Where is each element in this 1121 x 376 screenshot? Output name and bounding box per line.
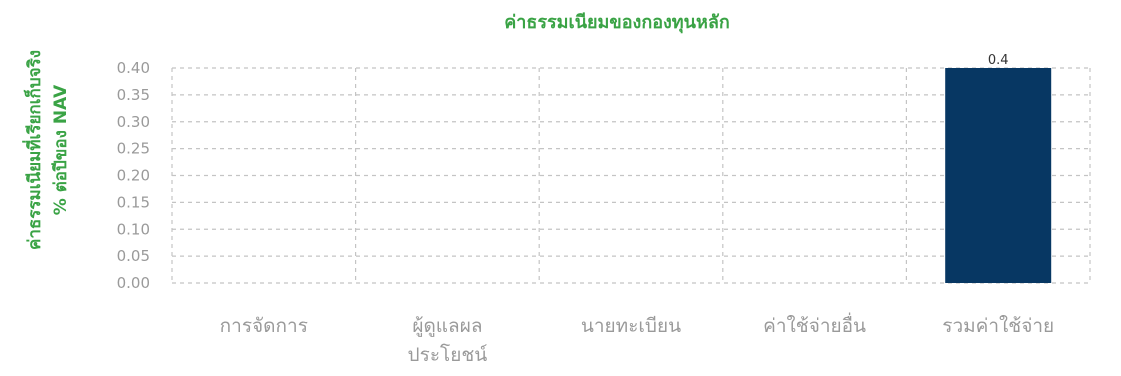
y-axis-label: ค่าธรรมเนียมที่เรียกเก็บจริง % ต่อปีของ …	[22, 50, 71, 250]
chart-title: ค่าธรรมเนียมของกองทุนหลัก	[504, 12, 730, 34]
y-tick-label: 0.25	[117, 140, 150, 158]
x-tick-label: ประโยชน์	[408, 343, 488, 366]
data-labels: 0.4	[988, 53, 1009, 68]
x-tick-label: รวมค่าใช้จ่าย	[942, 315, 1054, 337]
x-tick-label: นายทะเบียน	[581, 315, 681, 337]
y-tick-label: 0.15	[117, 193, 150, 211]
x-tick-label: การจัดการ	[220, 315, 308, 337]
y-tick-labels: 0.00 0.05 0.10 0.15 0.20 0.25 0.30 0.35 0.40	[117, 59, 150, 292]
y-tick-label: 0.20	[117, 167, 150, 185]
x-tick-label: ค่าใช้จ่ายอื่น	[763, 312, 866, 337]
x-tick-label: ผู้ดูแลผล	[412, 315, 482, 337]
y-tick-label: 0.10	[117, 220, 150, 238]
y-tick-label: 0.35	[117, 86, 150, 104]
y-tick-label: 0.30	[117, 113, 150, 131]
y-tick-label: 0.00	[117, 274, 150, 292]
y-axis-label-line-2: % ต่อปีของ NAV	[50, 84, 71, 215]
y-tick-label: 0.05	[117, 247, 150, 265]
data-label: 0.4	[988, 53, 1009, 68]
grid-lines	[171, 67, 1091, 284]
y-tick-label: 0.40	[117, 59, 150, 77]
bars	[945, 68, 1052, 283]
bar	[945, 68, 1052, 283]
y-axis-label-line-1: ค่าธรรมเนียมที่เรียกเก็บจริง	[22, 50, 45, 250]
